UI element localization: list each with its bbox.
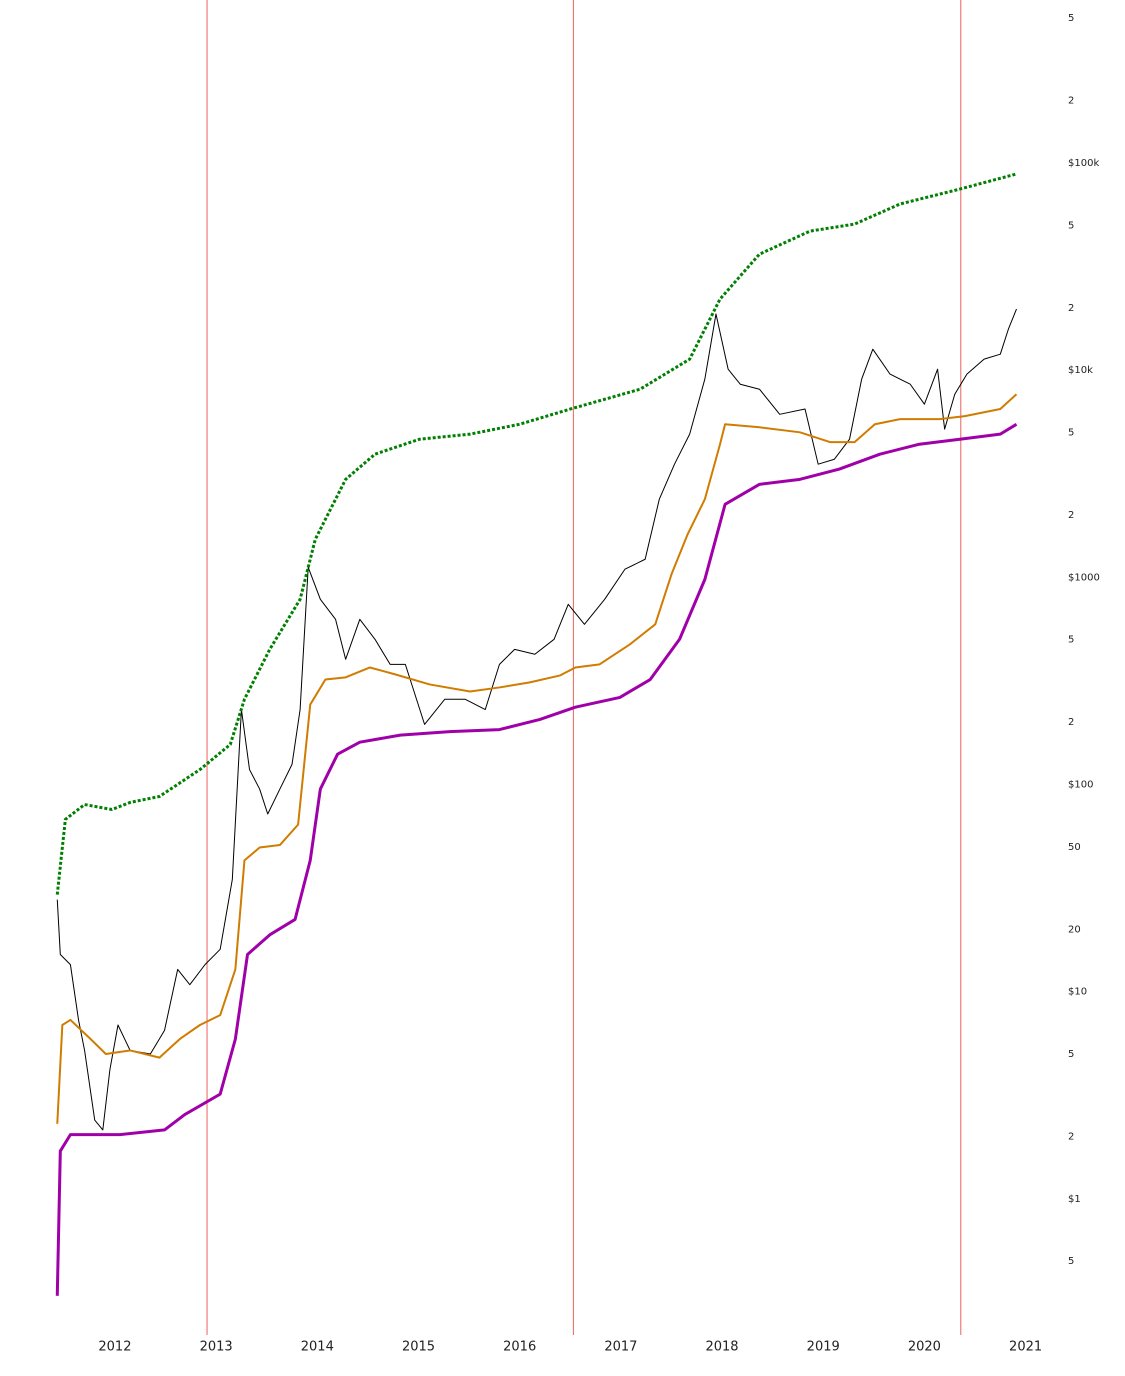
- y-tick-label: $100: [1068, 779, 1093, 790]
- y-tick-label: 5: [1068, 1049, 1074, 1060]
- x-tick-label: 2016: [503, 1340, 536, 1355]
- y-tick-label: 5: [1068, 428, 1074, 439]
- x-tick-label: 2019: [807, 1340, 840, 1355]
- x-tick-label: 2013: [200, 1340, 233, 1355]
- y-tick-label: $1: [1068, 1194, 1081, 1205]
- y-tick-label: 20: [1068, 924, 1081, 935]
- y-tick-label: 2: [1068, 510, 1074, 521]
- x-tick-label: 2014: [301, 1340, 334, 1355]
- series-line: [56, 308, 1017, 1131]
- series-line: [55, 172, 1017, 895]
- series-line: [55, 422, 1018, 1296]
- x-tick-label: 2017: [604, 1340, 637, 1355]
- y-tick-label: 5: [1068, 1256, 1074, 1267]
- y-tick-label: $10k: [1068, 365, 1093, 376]
- series-line: [56, 393, 1018, 1124]
- x-tick-label: 2015: [402, 1340, 435, 1355]
- y-tick-label: $100k: [1068, 158, 1099, 169]
- y-tick-label: 50: [1068, 842, 1081, 853]
- y-tick-label: 5: [1068, 220, 1074, 231]
- y-tick-label: 5: [1068, 635, 1074, 646]
- y-tick-label: $1000: [1068, 572, 1100, 583]
- y-tick-label: $10: [1068, 987, 1087, 998]
- x-tick-label: 2018: [705, 1340, 738, 1355]
- y-tick-label: 2: [1068, 303, 1074, 314]
- y-tick-label: 2: [1068, 96, 1074, 107]
- x-tick-label: 2020: [908, 1340, 941, 1355]
- y-tick-label: 2: [1068, 1131, 1074, 1142]
- y-tick-label: 5: [1068, 13, 1074, 24]
- x-tick-label: 2012: [98, 1340, 131, 1355]
- y-tick-label: 2: [1068, 717, 1074, 728]
- x-tick-label: 2021: [1009, 1340, 1042, 1355]
